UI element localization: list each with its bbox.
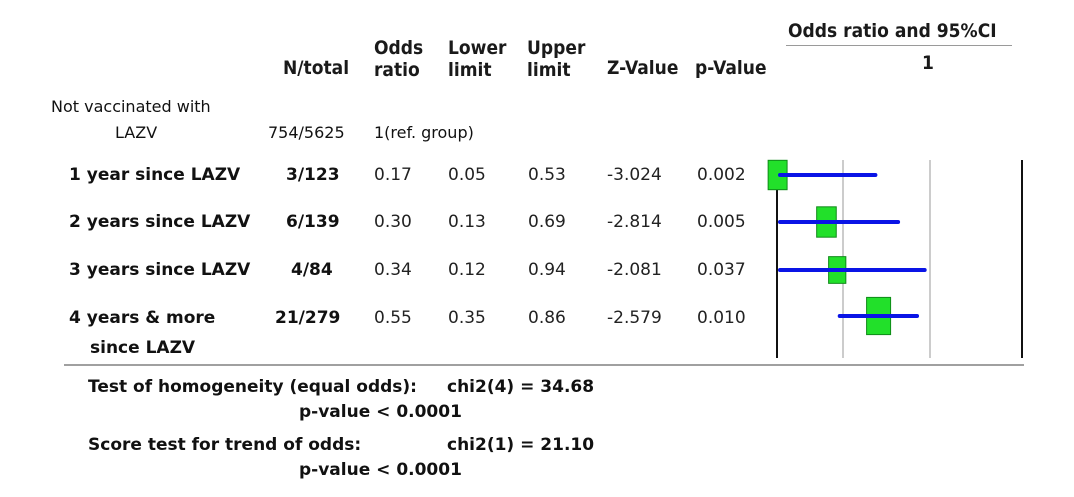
trend-stat: chi2(1) = 21.10 (447, 435, 595, 455)
row-odds-ratio: 0.55 (374, 308, 412, 328)
ref-odds-text: 1(ref. group) (374, 123, 474, 142)
homogeneity-stat: chi2(4) = 34.68 (447, 377, 595, 397)
trend-label: Score test for trend of odds: (88, 435, 362, 455)
row-odds-ratio: 0.34 (374, 260, 412, 280)
header-odds-ratio-line2: ratio (374, 59, 420, 81)
row-odds-ratio: 0.17 (374, 165, 412, 185)
row-p-value: 0.002 (697, 165, 746, 185)
plot-title-underline (786, 45, 1012, 46)
row-label: 3 years since LAZV (69, 260, 251, 280)
header-ntotal: N/total (283, 57, 350, 79)
row-label: 4 years & more (69, 308, 216, 328)
ref-label-line2: LAZV (115, 123, 158, 142)
row-z-value: -2.081 (607, 260, 662, 280)
homogeneity-label: Test of homogeneity (equal odds): (88, 377, 417, 397)
row-label: 2 years since LAZV (69, 212, 251, 232)
row-z-value: -2.579 (607, 308, 662, 328)
header-lower-line2: limit (448, 59, 492, 81)
homogeneity-p: p-value < 0.0001 (299, 402, 462, 422)
ref-label-line1: Not vaccinated with (51, 97, 211, 116)
plot-title: Odds ratio and 95%CI (788, 20, 997, 42)
row-lower: 0.05 (448, 165, 486, 185)
header-odds-ratio-line1: Odds (374, 37, 424, 59)
row-upper: 0.69 (528, 212, 566, 232)
row-odds-ratio: 0.30 (374, 212, 412, 232)
row-ntotal: 21/279 (275, 308, 341, 328)
plot-ref-label: 1 (922, 52, 934, 74)
row-lower: 0.35 (448, 308, 486, 328)
row-ntotal: 4/84 (291, 260, 333, 280)
row-p-value: 0.037 (697, 260, 746, 280)
row-ntotal: 3/123 (286, 165, 340, 185)
row-z-value: -2.814 (607, 212, 662, 232)
ref-ntotal: 754/5625 (268, 123, 345, 142)
header-upper-line2: limit (527, 59, 571, 81)
row-p-value: 0.005 (697, 212, 746, 232)
row-upper: 0.86 (528, 308, 566, 328)
header-lower-line1: Lower (448, 37, 507, 59)
trend-p: p-value < 0.0001 (299, 460, 462, 480)
row-upper: 0.53 (528, 165, 566, 185)
row-lower: 0.12 (448, 260, 486, 280)
row-lower: 0.13 (448, 212, 486, 232)
header-z-value: Z-Value (607, 57, 679, 79)
header-p-value: p-Value (695, 57, 767, 79)
row-z-value: -3.024 (607, 165, 662, 185)
header-upper-line1: Upper (527, 37, 586, 59)
row-label-line2: since LAZV (90, 338, 196, 358)
row-ntotal: 6/139 (286, 212, 340, 232)
row-label: 1 year since LAZV (69, 165, 241, 185)
row-p-value: 0.010 (697, 308, 746, 328)
row-upper: 0.94 (528, 260, 566, 280)
table-footer-divider (64, 364, 1024, 366)
